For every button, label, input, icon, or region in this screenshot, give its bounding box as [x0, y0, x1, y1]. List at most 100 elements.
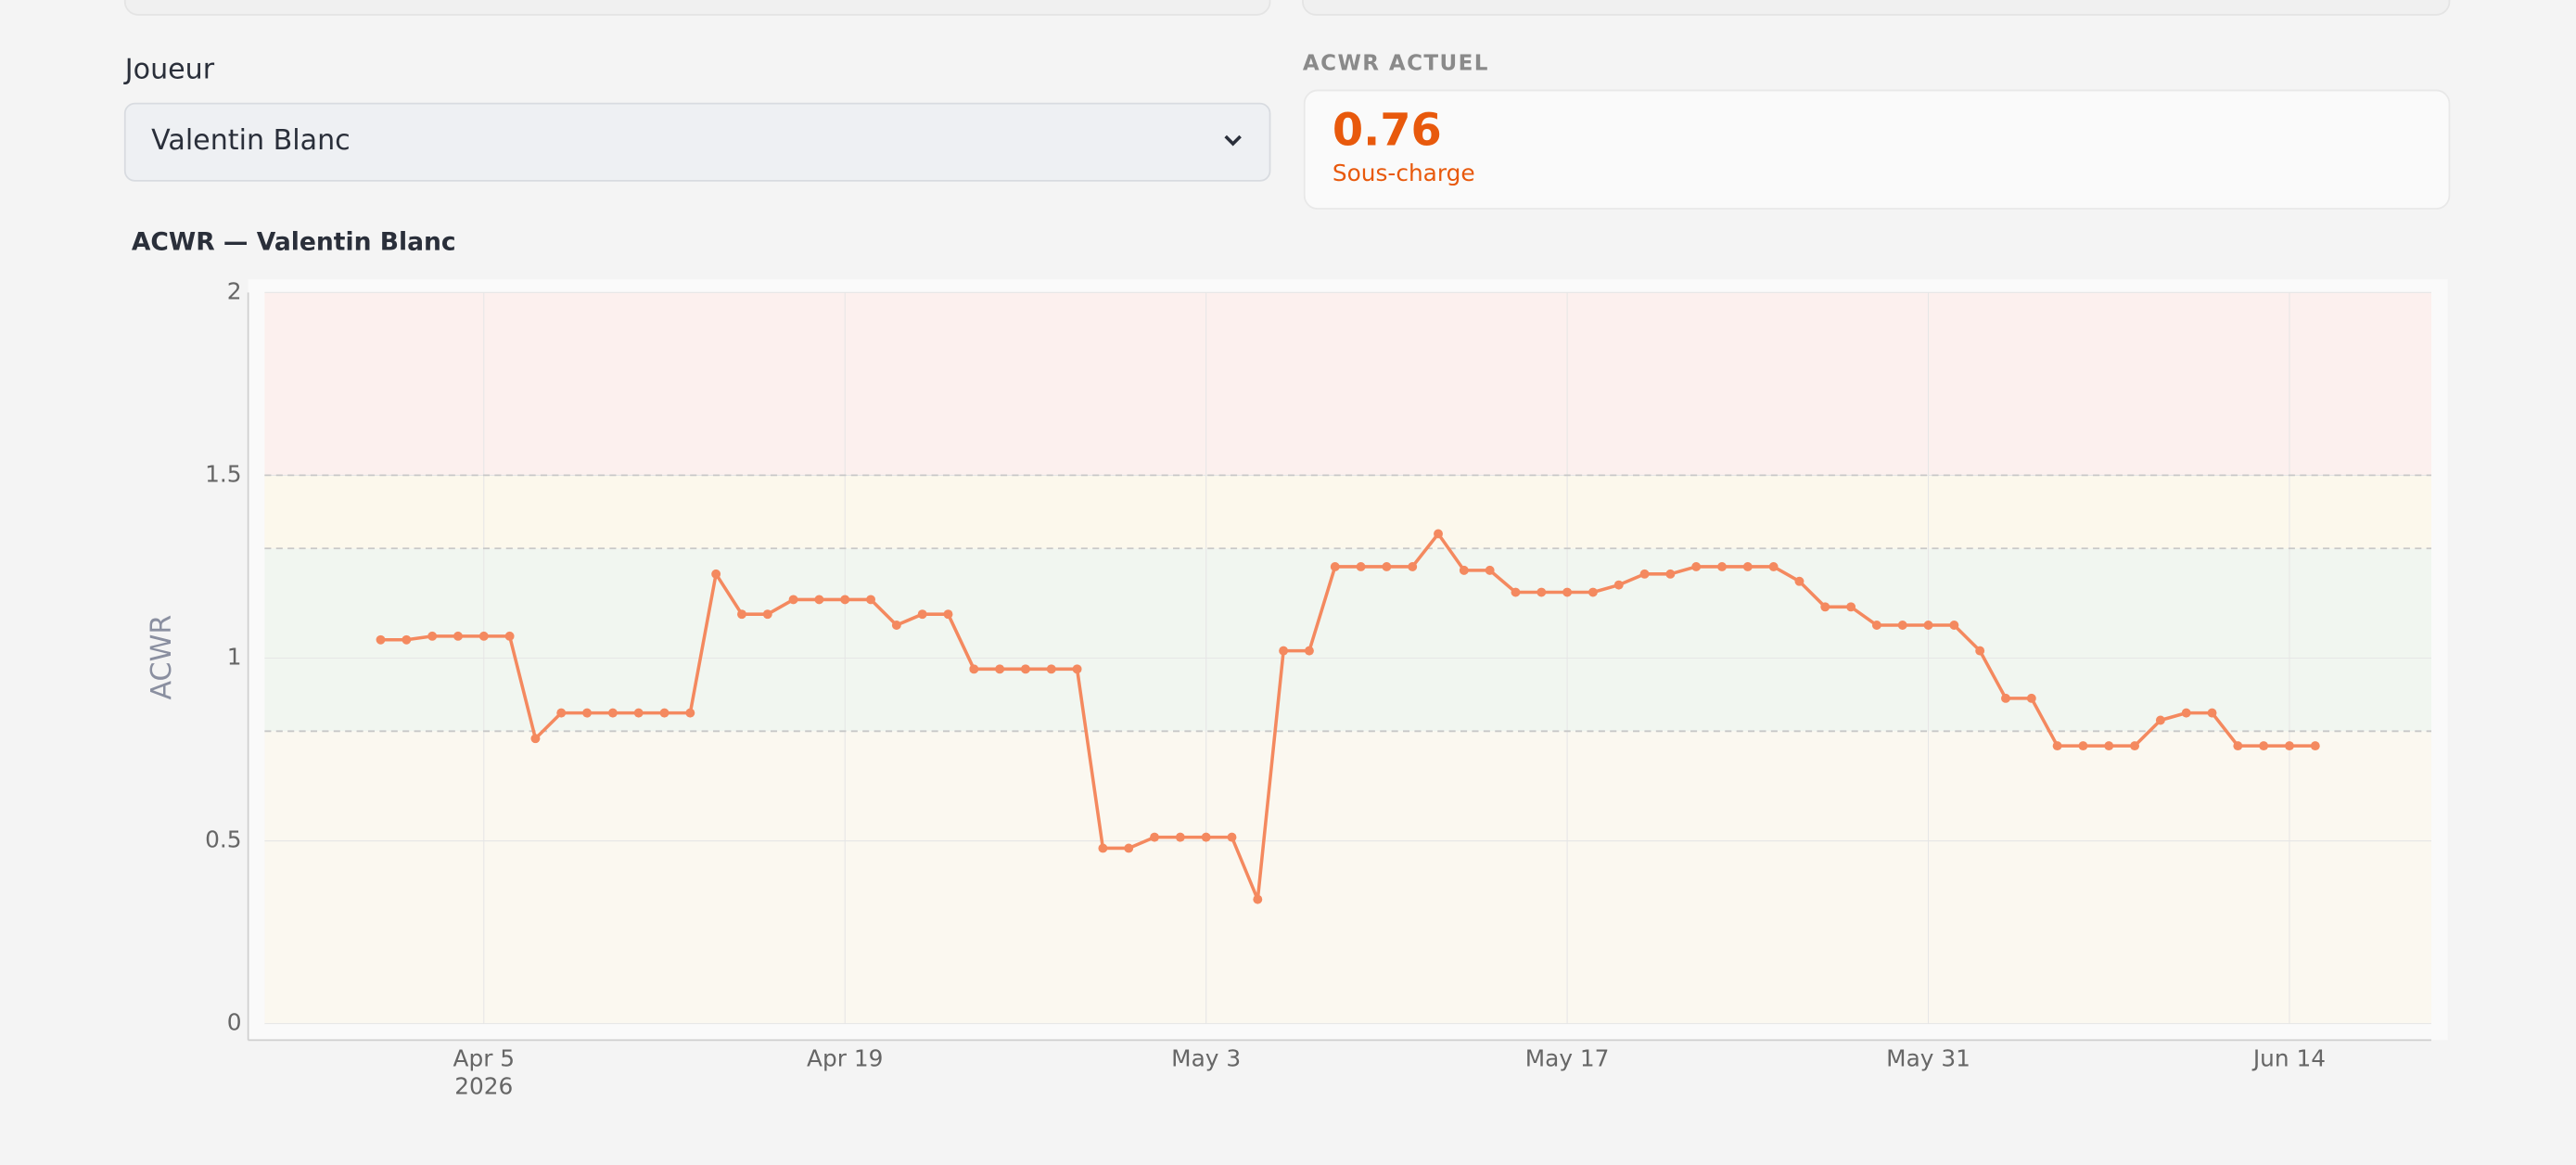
data-point [1691, 561, 1702, 571]
current-card [1303, 89, 2451, 210]
x-tick-label: May 3 [1171, 1045, 1241, 1072]
chart-title: ACWR — Valentin Blanc [132, 228, 456, 257]
data-point [969, 664, 979, 674]
data-point [1046, 664, 1056, 674]
y-axis-label: ACWR [146, 615, 178, 700]
data-point [2233, 741, 2243, 751]
zone-band [264, 548, 2431, 732]
chevron-icon [1224, 134, 1242, 147]
data-point [556, 708, 567, 718]
data-point [2259, 741, 2269, 751]
current-value: 0.76 [1333, 105, 1442, 156]
data-point [1382, 561, 1392, 571]
data-point [1742, 561, 1753, 571]
data-point [1485, 565, 1495, 575]
data-point [427, 631, 438, 641]
data-point [1846, 602, 1856, 612]
select-box[interactable] [123, 102, 1271, 182]
data-point [2104, 741, 2114, 751]
data-point [737, 609, 746, 620]
data-point [1511, 587, 1521, 597]
y-tick-label: 0.5 [205, 826, 241, 853]
data-point [711, 569, 721, 579]
data-point [504, 631, 515, 641]
data-point [685, 708, 695, 718]
data-point [1124, 843, 1134, 853]
y-tick-label: 0 [227, 1009, 242, 1036]
data-point [2052, 741, 2062, 751]
data-point [814, 595, 824, 605]
data-point [1537, 587, 1547, 597]
data-point [2181, 708, 2191, 718]
data-point [1588, 587, 1598, 597]
data-point [1227, 832, 1237, 842]
data-point [995, 664, 1005, 674]
data-point [1562, 587, 1573, 597]
data-point [1794, 576, 1804, 586]
data-point [840, 595, 850, 605]
player-select[interactable]: Valentin Blanc [123, 102, 1271, 182]
current-status: Sous-charge [1333, 160, 1475, 186]
x-tick-sublabel: 2026 [454, 1073, 513, 1100]
data-point [376, 634, 386, 645]
y-tick-label: 2 [227, 277, 242, 304]
data-point [762, 609, 772, 620]
y-tick-label: 1.5 [205, 460, 241, 487]
data-point [1072, 664, 1082, 674]
zone-band [264, 475, 2431, 549]
data-point [1975, 646, 1985, 656]
data-point [1330, 561, 1340, 571]
x-tick-label: Jun 14 [2251, 1045, 2326, 1072]
data-point [2207, 708, 2217, 718]
data-point [1820, 602, 1830, 612]
data-point [891, 621, 901, 630]
data-point [582, 708, 593, 718]
data-point [1150, 832, 1159, 842]
data-point [1253, 894, 1263, 904]
x-tick-label: Apr 19 [807, 1045, 883, 1072]
data-point [2130, 741, 2140, 751]
data-point [1356, 561, 1366, 571]
data-point [866, 595, 876, 605]
data-point [1459, 565, 1469, 575]
data-point [402, 634, 412, 645]
data-point [1408, 561, 1418, 571]
data-point [530, 734, 541, 744]
data-point [1279, 646, 1289, 656]
data-point [478, 631, 489, 641]
data-point [1020, 664, 1030, 674]
data-point [1434, 529, 1443, 539]
select-value: Valentin Blanc [151, 124, 351, 157]
data-point [1871, 621, 1881, 630]
data-point [788, 595, 798, 605]
x-tick-label: May 31 [1886, 1045, 1970, 1072]
field-label: Joueur [123, 54, 215, 86]
data-point [1717, 561, 1727, 571]
data-point [1201, 832, 1211, 842]
data-point [1175, 832, 1185, 842]
x-tick-label: May 17 [1525, 1045, 1610, 1072]
y-tick-label: 1 [227, 643, 242, 670]
card [123, 0, 1271, 16]
data-point [1613, 580, 1624, 590]
data-point [2310, 741, 2320, 751]
data-point [2285, 741, 2294, 751]
data-point [1304, 646, 1314, 656]
data-point [1098, 843, 1108, 853]
series-line [380, 531, 2315, 902]
data-point [1949, 621, 1959, 630]
data-point [1665, 569, 1676, 579]
data-point [453, 631, 463, 641]
data-point [2001, 693, 2010, 703]
data-point [1897, 621, 1907, 630]
data-point [2078, 741, 2088, 751]
data-point [607, 708, 618, 718]
data-point [1639, 569, 1650, 579]
data-point [633, 708, 644, 718]
zone-band [264, 731, 2431, 1024]
x-tick-label: Apr 5 [453, 1045, 516, 1072]
data-point [917, 609, 927, 620]
